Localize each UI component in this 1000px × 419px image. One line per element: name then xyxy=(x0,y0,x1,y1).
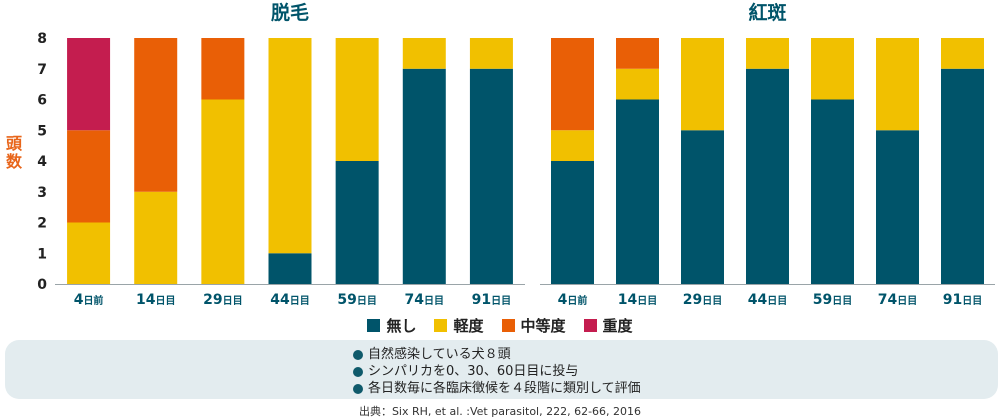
note-text: 自然感染している犬８頭 xyxy=(368,347,511,362)
x-tick-label: 4日前 xyxy=(558,292,588,308)
bar-segment-mild xyxy=(941,38,984,69)
chart-1: 脱毛 0 1 2 3 4 5 6 7 8 4日前 14日目 29日目 44日目 59日目 74日目 91日目 xyxy=(37,1,525,308)
bar-segment-none xyxy=(469,68,513,284)
bar-segment-mild xyxy=(335,38,379,161)
bar-segment-moderate xyxy=(201,38,245,100)
legend: 無し 軽度 中等度 重度 xyxy=(0,314,1000,336)
x-tick-label: 29日目 xyxy=(683,292,722,308)
bar-segment-none xyxy=(811,99,854,284)
x-tick-label: 59日目 xyxy=(813,292,852,308)
bar-segment-mild xyxy=(67,222,111,284)
legend-label-mild: 軽度 xyxy=(453,316,484,335)
x-tick-label: 4日前 xyxy=(74,292,104,308)
x-tick-label: 14日目 xyxy=(618,292,657,308)
y-tick-label: 4 xyxy=(37,154,47,170)
legend-item-severe: 重度 xyxy=(583,315,633,336)
chart-2: 紅斑 4日前 14日目 29日目 44日目 59日目 74日目 91日目 xyxy=(540,1,995,308)
x-tick-label: 91日目 xyxy=(472,292,511,308)
x-tick-label: 44日目 xyxy=(270,292,309,308)
bar-segment-severe xyxy=(67,38,111,131)
chart-title: 脱毛 xyxy=(271,1,309,24)
y-tick-label: 3 xyxy=(37,185,47,201)
bar-segment-none xyxy=(681,130,724,284)
bar-segment-mild xyxy=(201,99,245,284)
bar-segment-mild xyxy=(746,38,789,69)
y-tick-label: 1 xyxy=(37,246,47,262)
bullet-icon xyxy=(353,383,363,394)
bar-segment-mild xyxy=(134,191,178,284)
bullet-icon xyxy=(353,349,363,360)
bar-segment-mild xyxy=(616,68,659,100)
y-tick-label: 6 xyxy=(37,93,47,109)
x-tick-label: 91日目 xyxy=(943,292,982,308)
legend-item-none: 無し xyxy=(367,315,416,336)
note-text: 各日数毎に各臨床徴候を４段階に類別して評価 xyxy=(368,381,641,396)
legend-label-severe: 重度 xyxy=(602,316,633,335)
bar-segment-mild xyxy=(681,38,724,131)
bar-segment-mild xyxy=(551,130,594,161)
legend-swatch-none xyxy=(367,318,381,332)
bar-segment-mild xyxy=(876,38,919,131)
note-item: シンパリカを0、30、60日目に投与 xyxy=(353,363,641,380)
y-tick-label: 0 xyxy=(37,277,47,293)
legend-item-mild: 軽度 xyxy=(434,315,484,336)
legend-swatch-mild xyxy=(434,318,448,332)
bar-segment-none xyxy=(551,161,594,284)
x-tick-label: 74日目 xyxy=(878,292,917,308)
bar-segment-moderate xyxy=(67,130,111,223)
legend-swatch-severe xyxy=(583,318,597,332)
bar-segment-none xyxy=(335,161,379,284)
bar-segment-mild xyxy=(469,38,513,69)
legend-item-moderate: 中等度 xyxy=(501,315,566,336)
bar-segment-mild xyxy=(268,38,312,254)
note-item: 各日数毎に各臨床徴候を４段階に類別して評価 xyxy=(353,380,641,397)
bar-segment-none xyxy=(746,68,789,284)
legend-label-none: 無し xyxy=(386,316,417,335)
bar-segment-moderate xyxy=(551,38,594,131)
y-axis-label: 頭数 xyxy=(3,135,22,171)
x-tick-label: 59日目 xyxy=(337,292,376,308)
source-citation: 出典：Six RH, et al. :Vet parasitol, 222, 6… xyxy=(358,405,642,418)
note-item: 自然感染している犬８頭 xyxy=(353,346,641,363)
bar-segment-mild xyxy=(402,38,446,69)
bar-segment-none xyxy=(616,99,659,284)
note-text: シンパリカを0、30、60日目に投与 xyxy=(368,364,579,379)
bar-segment-none xyxy=(402,68,446,284)
legend-swatch-moderate xyxy=(501,318,515,332)
bar-segment-moderate xyxy=(616,38,659,69)
legend-label-moderate: 中等度 xyxy=(520,316,566,335)
x-tick-label: 29日目 xyxy=(203,292,242,308)
notes-panel: 自然感染している犬８頭 シンパリカを0、30、60日目に投与 各日数毎に各臨床徴… xyxy=(5,340,998,399)
y-tick-label: 7 xyxy=(37,62,47,78)
chart-title: 紅斑 xyxy=(748,1,786,24)
bar-segment-moderate xyxy=(134,38,178,192)
bar-segment-none xyxy=(268,253,312,284)
x-tick-label: 14日目 xyxy=(136,292,175,308)
y-tick-label: 8 xyxy=(37,31,47,47)
bar-segment-mild xyxy=(811,38,854,100)
bullet-icon xyxy=(353,366,363,377)
bar-segment-none xyxy=(876,130,919,284)
x-tick-label: 74日目 xyxy=(405,292,444,308)
y-tick-label: 5 xyxy=(37,123,47,139)
x-tick-label: 44日目 xyxy=(748,292,787,308)
bar-segment-none xyxy=(941,68,984,284)
y-tick-label: 2 xyxy=(37,216,47,232)
